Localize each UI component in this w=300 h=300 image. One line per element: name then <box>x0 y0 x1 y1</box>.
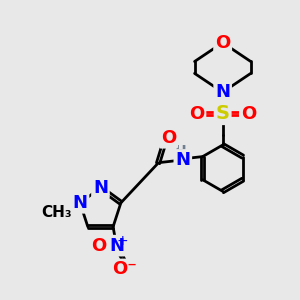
Text: N: N <box>93 179 108 197</box>
Text: O: O <box>215 34 230 52</box>
Text: O⁻: O⁻ <box>112 260 137 278</box>
Text: N: N <box>73 194 88 212</box>
Text: CH₃: CH₃ <box>42 205 72 220</box>
Text: H: H <box>174 144 186 158</box>
Text: O: O <box>241 105 256 123</box>
Text: O: O <box>189 105 205 123</box>
Text: +: + <box>116 234 128 248</box>
Text: O: O <box>92 237 107 255</box>
Text: O: O <box>161 129 176 147</box>
Text: N: N <box>175 151 190 169</box>
Text: S: S <box>216 104 230 123</box>
Text: N: N <box>109 237 124 255</box>
Text: N: N <box>215 83 230 101</box>
